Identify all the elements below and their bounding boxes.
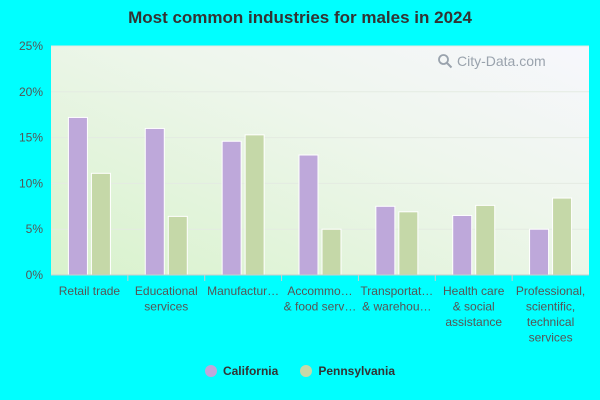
x-tick-label: Manufactur…: [207, 284, 279, 298]
y-tick-label: 10%: [19, 176, 43, 190]
y-axis: 0% 5% 10% 15% 20% 25%: [19, 39, 43, 282]
bar-pennsylvania-5[interactable]: [475, 204, 496, 276]
x-axis: Retail trade Educational services Manufactu…: [51, 274, 589, 345]
y-tick-label: 20%: [19, 85, 43, 99]
bar-pennsylvania-2[interactable]: [244, 134, 265, 276]
x-tick-label: Educational services: [135, 284, 198, 314]
bar-pennsylvania-1[interactable]: [167, 215, 188, 276]
bar-pennsylvania-0[interactable]: [90, 172, 111, 276]
plot-area: [51, 46, 589, 275]
bar-california-2[interactable]: [221, 140, 242, 276]
bar-california-5[interactable]: [452, 214, 473, 276]
x-tick-label: Retail trade: [59, 284, 121, 298]
legend: California Pennsylvania: [0, 364, 600, 378]
watermark: City-Data.com: [437, 53, 546, 69]
bar-california-0[interactable]: [67, 116, 88, 276]
y-tick-label: 5%: [26, 222, 44, 236]
legend-label-california: California: [222, 364, 279, 378]
legend-swatch-pennsylvania: [300, 365, 313, 377]
y-tick-label: 0%: [26, 268, 44, 282]
bar-pennsylvania-6[interactable]: [552, 197, 573, 276]
x-tick-label: Accommo… & food serv…: [284, 284, 357, 314]
x-tick-label: Transportat… & warehou…: [360, 284, 433, 314]
bar-california-1[interactable]: [144, 127, 165, 276]
gridlines: [51, 45, 589, 230]
legend-swatch-california: [204, 365, 217, 377]
search-icon: [438, 54, 453, 69]
x-tick-label: Professional, scientific, technical service…: [516, 284, 585, 345]
legend-item-pennsylvania[interactable]: Pennsylvania: [300, 364, 395, 378]
bar-california-4[interactable]: [375, 205, 396, 276]
legend-item-california[interactable]: California: [204, 364, 279, 378]
bar-pennsylvania-3[interactable]: [321, 228, 342, 276]
bar-pennsylvania-4[interactable]: [398, 211, 419, 276]
chart-title: Most common industries for males in 2024: [128, 8, 472, 27]
legend-label-pennsylvania: Pennsylvania: [318, 364, 396, 378]
x-tick-label: Health care & social assistance: [443, 284, 505, 329]
bar-california-3[interactable]: [298, 154, 319, 276]
bar-california-6[interactable]: [529, 228, 550, 276]
y-tick-label: 15%: [19, 131, 43, 145]
y-tick-label: 25%: [19, 39, 43, 53]
watermark-text: City-Data.com: [457, 53, 546, 69]
